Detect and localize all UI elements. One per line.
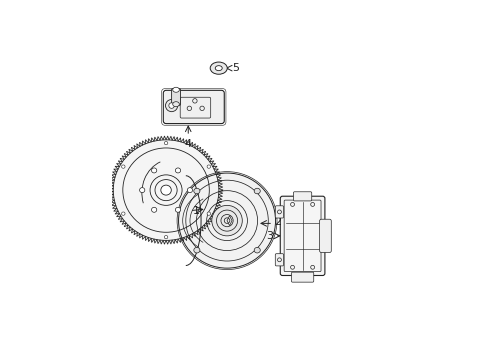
Ellipse shape — [175, 207, 180, 212]
Circle shape — [211, 205, 242, 236]
FancyBboxPatch shape — [293, 192, 311, 201]
Circle shape — [165, 99, 177, 112]
FancyBboxPatch shape — [319, 219, 330, 252]
FancyBboxPatch shape — [291, 272, 313, 282]
FancyBboxPatch shape — [275, 254, 283, 266]
Ellipse shape — [254, 247, 260, 253]
Ellipse shape — [161, 185, 171, 195]
Ellipse shape — [193, 247, 200, 253]
Text: 2: 2 — [274, 217, 281, 227]
Ellipse shape — [172, 102, 179, 107]
Ellipse shape — [187, 188, 192, 193]
Ellipse shape — [175, 168, 180, 173]
Text: 1: 1 — [193, 206, 200, 216]
Ellipse shape — [151, 168, 157, 173]
Ellipse shape — [139, 188, 144, 193]
Text: 5: 5 — [232, 63, 239, 73]
FancyBboxPatch shape — [280, 196, 324, 275]
Ellipse shape — [150, 175, 182, 205]
Text: 4: 4 — [184, 139, 191, 149]
Ellipse shape — [122, 212, 125, 215]
FancyBboxPatch shape — [163, 90, 224, 123]
Circle shape — [221, 215, 233, 227]
Ellipse shape — [215, 66, 222, 71]
Ellipse shape — [155, 180, 177, 201]
Circle shape — [224, 218, 229, 223]
Ellipse shape — [210, 62, 227, 74]
Circle shape — [216, 210, 237, 231]
Ellipse shape — [151, 207, 157, 212]
Ellipse shape — [193, 188, 200, 194]
Ellipse shape — [164, 235, 167, 239]
Ellipse shape — [178, 173, 275, 268]
Text: 3: 3 — [266, 231, 273, 241]
Ellipse shape — [206, 212, 210, 215]
Circle shape — [168, 103, 174, 108]
Ellipse shape — [254, 188, 260, 194]
Ellipse shape — [109, 136, 223, 244]
Ellipse shape — [164, 141, 167, 145]
Ellipse shape — [172, 87, 179, 92]
Ellipse shape — [206, 165, 210, 168]
FancyBboxPatch shape — [275, 206, 283, 218]
FancyBboxPatch shape — [171, 89, 180, 105]
Ellipse shape — [122, 165, 125, 168]
